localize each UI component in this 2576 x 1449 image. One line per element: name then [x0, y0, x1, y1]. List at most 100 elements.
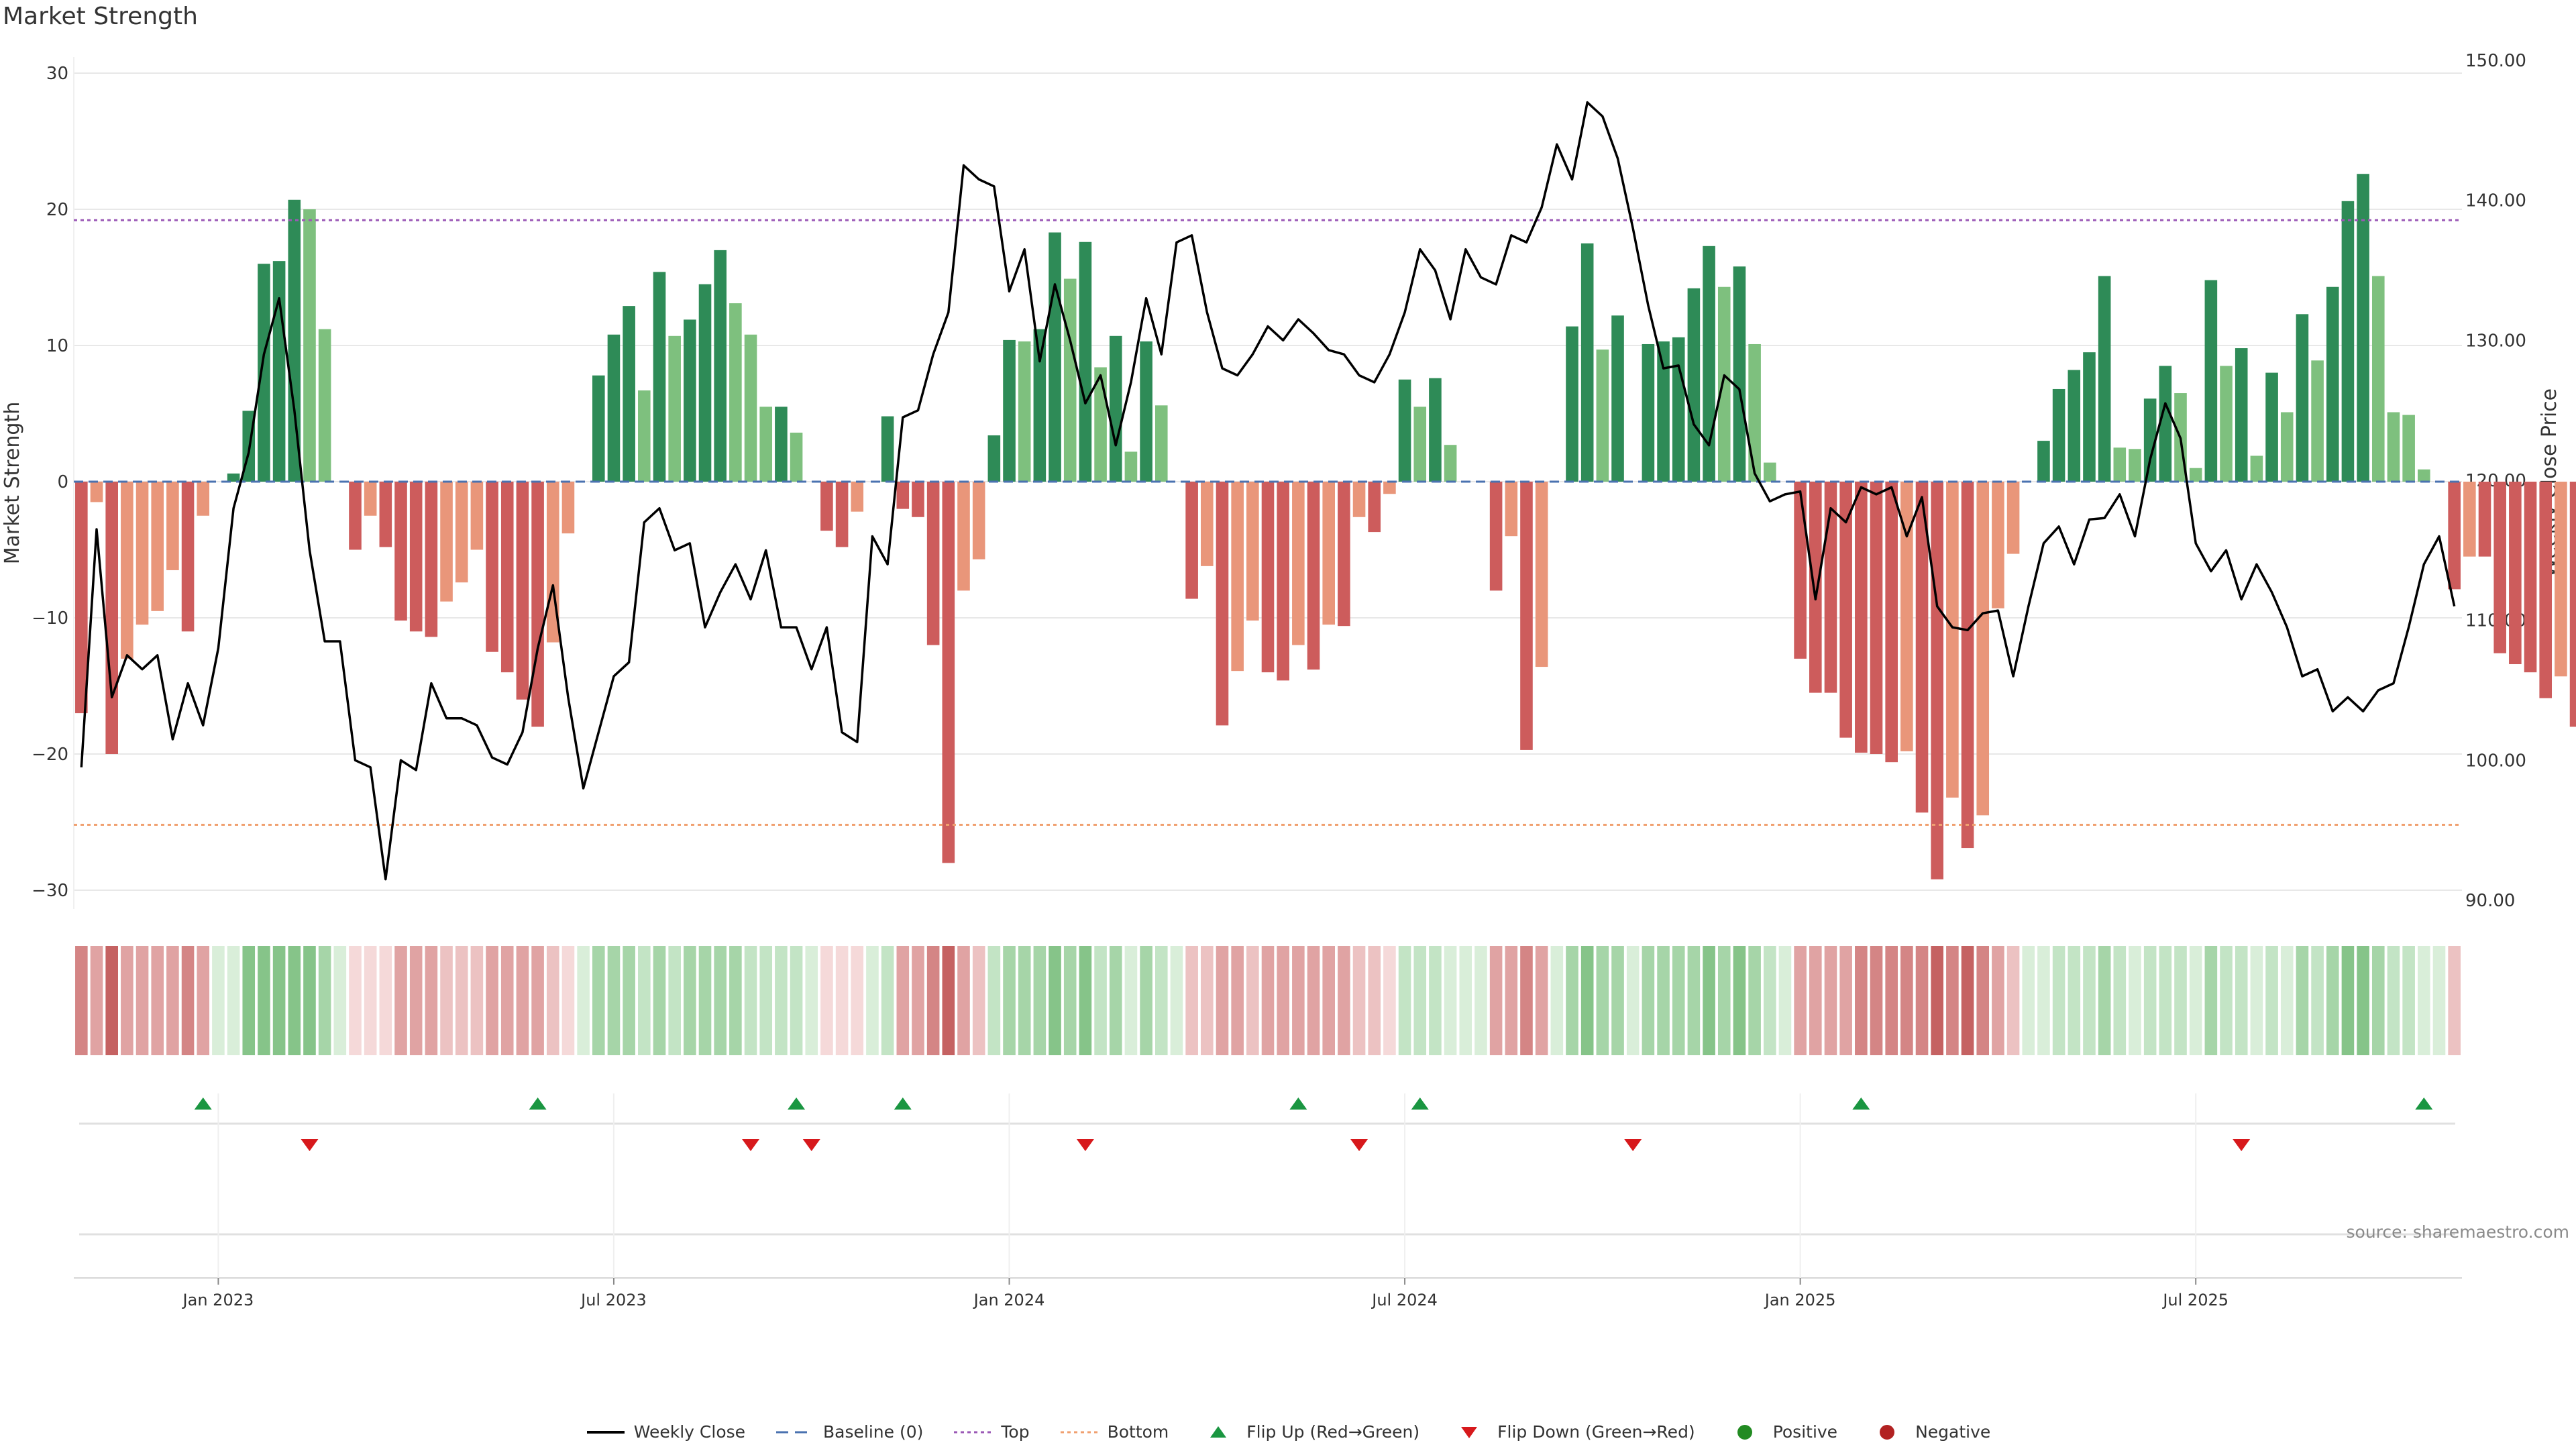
x-tick-label: Jul 2024 [1371, 1291, 1438, 1309]
strength-bar [623, 306, 635, 482]
strength-strip-cell [2052, 946, 2065, 1055]
strength-bar [1383, 482, 1396, 494]
strength-strip-cell [1870, 946, 1883, 1055]
y2-tick-label: 100.00 [2465, 751, 2526, 771]
strength-bar [1824, 482, 1837, 693]
y-tick-label: 20 [46, 200, 68, 220]
strength-bar [851, 482, 864, 512]
strength-bar [2357, 174, 2369, 482]
strength-bar [2068, 370, 2081, 482]
strength-strip-cell [561, 946, 575, 1055]
strength-bar [470, 482, 484, 550]
strength-bar [2143, 398, 2157, 482]
strength-strip-cell [881, 946, 894, 1055]
price-legend-icon [586, 1430, 625, 1434]
y-tick-label: 10 [46, 336, 68, 356]
strength-bar [607, 334, 621, 482]
strength-bar [2296, 314, 2309, 482]
strength-bar [1611, 315, 1624, 482]
strength-bar [653, 272, 666, 482]
strength-strip-cell [1277, 946, 1289, 1055]
strength-strip-cell [1201, 946, 1214, 1055]
strength-bar [2037, 441, 2050, 482]
strength-bar [638, 390, 651, 482]
legend-item-price: Weekly Close [586, 1422, 745, 1442]
strength-strip-cell [684, 946, 696, 1055]
strength-bar [394, 482, 407, 621]
strength-strip-cell [2022, 946, 2035, 1055]
strength-strip-cell [1733, 946, 1746, 1055]
strength-strip-cell [2432, 946, 2446, 1055]
baseline-legend-icon [776, 1431, 814, 1433]
strength-bar [1961, 482, 1974, 849]
strength-strip-cell [1550, 946, 1564, 1055]
flip-up-marker [788, 1097, 806, 1110]
strength-bar [2083, 352, 2096, 482]
strength-bar [1079, 241, 1092, 482]
strength-strip-cell [1717, 946, 1731, 1055]
strength-bar [1687, 288, 1701, 482]
flip-up-marker [1411, 1097, 1429, 1110]
strength-strip-cell [166, 946, 179, 1055]
y-tick-label: −10 [32, 608, 68, 629]
strength-bar [1368, 482, 1381, 533]
strength-bar [2113, 447, 2127, 482]
strength-bar [1489, 482, 1503, 591]
x-tick-label: Jan 2023 [182, 1291, 254, 1309]
strength-strip-cell [2037, 946, 2050, 1055]
x-tick-label: Jul 2025 [2161, 1291, 2229, 1309]
flip-down-marker [301, 1139, 319, 1151]
x-tick-label: Jan 2024 [973, 1291, 1045, 1309]
strength-strip-cell [2448, 946, 2461, 1055]
strength-strip-cell [1216, 946, 1229, 1055]
strength-bar [1444, 445, 1457, 482]
flip-down-marker [1076, 1139, 1094, 1151]
positive-legend-icon [1737, 1424, 1752, 1440]
strength-strip-cell [2326, 946, 2339, 1055]
strength-strip-cell [1976, 946, 1990, 1055]
legend-label: Flip Down (Green→Red) [1497, 1422, 1695, 1442]
strength-strip-cell [1596, 946, 1609, 1055]
strength-strip-cell [1246, 946, 1259, 1055]
strength-bar [1124, 451, 1138, 482]
flip-down-marker [2233, 1139, 2251, 1151]
strength-bar [2418, 469, 2430, 482]
strength-bar [1703, 246, 1715, 482]
strength-strip-cell [1931, 946, 1944, 1055]
strength-bar [2220, 366, 2233, 482]
strength-strip-cell [1368, 946, 1381, 1055]
strength-bar [2524, 482, 2537, 673]
strength-strip-cell [592, 946, 605, 1055]
strength-bar [2189, 468, 2202, 482]
strength-strip-cell [775, 946, 788, 1055]
strength-strip-cell [2265, 946, 2278, 1055]
strength-strip-cell [75, 946, 88, 1055]
strength-strip-cell [470, 946, 484, 1055]
strength-strip-cell [272, 946, 286, 1055]
strength-bar [2129, 449, 2141, 482]
strength-bar [2098, 276, 2111, 482]
x-tick-label: Jan 2025 [1764, 1291, 1836, 1309]
strength-bar [1566, 326, 1578, 482]
strength-bar [957, 482, 970, 591]
flip-down-marker [1624, 1139, 1642, 1151]
strength-bar [1277, 482, 1289, 681]
strength-bar [425, 482, 438, 637]
strength-bar [1717, 286, 1731, 482]
strength-strip-cell [1778, 946, 1792, 1055]
strength-bar [379, 482, 392, 547]
strength-bar [1231, 482, 1244, 672]
strength-strip-cell [197, 946, 210, 1055]
strength-bar [136, 482, 149, 625]
strength-bar [1657, 341, 1670, 482]
y2-tick-label: 140.00 [2465, 191, 2526, 211]
strength-bar [1763, 462, 1776, 482]
strength-strip-cell [653, 946, 666, 1055]
strength-bar [1870, 482, 1883, 754]
strength-bar [2204, 280, 2218, 482]
strength-strip-cell [744, 946, 757, 1055]
strength-strip-cell [2113, 946, 2127, 1055]
bottom-legend-icon [1060, 1431, 1098, 1433]
strength-strip-cell [729, 946, 742, 1055]
